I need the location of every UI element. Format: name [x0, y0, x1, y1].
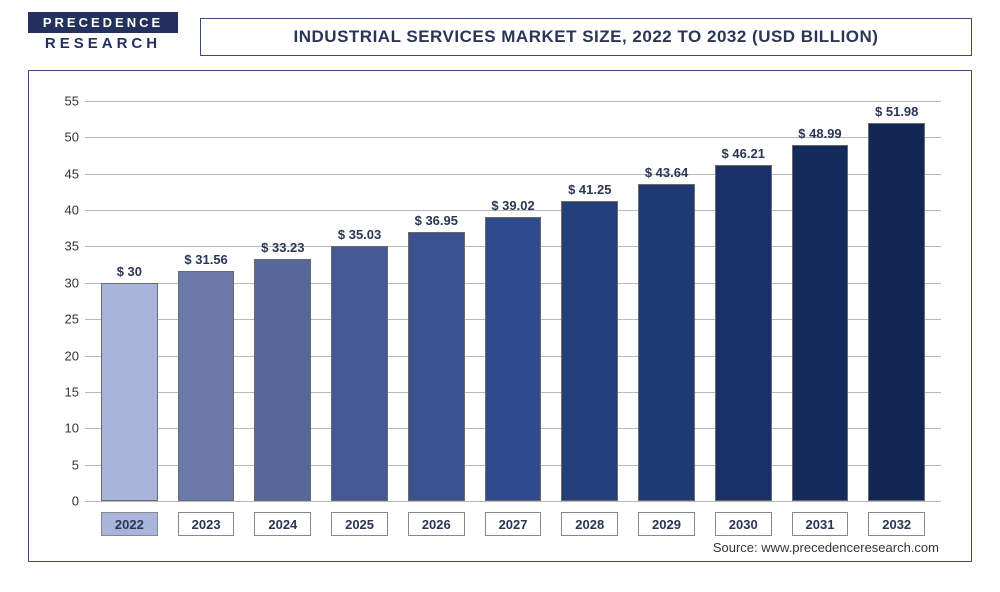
bar	[715, 165, 772, 501]
bar-wrap: $ 43.64	[628, 101, 705, 501]
bar-wrap: $ 48.99	[782, 101, 859, 501]
bar-value-label: $ 35.03	[321, 227, 398, 242]
bar-value-label: $ 39.02	[475, 198, 552, 213]
y-tick-label: 35	[51, 239, 79, 254]
x-tick-label: 2024	[254, 512, 311, 536]
x-cell: 2023	[168, 509, 245, 539]
y-tick-label: 45	[51, 166, 79, 181]
x-tick-label: 2027	[485, 512, 542, 536]
bar	[254, 259, 311, 501]
logo-bottom: RESEARCH	[28, 33, 178, 52]
bar-value-label: $ 33.23	[244, 240, 321, 255]
bar	[101, 283, 158, 501]
y-tick-label: 20	[51, 348, 79, 363]
x-tick-label: 2032	[868, 512, 925, 536]
x-cell: 2024	[244, 509, 321, 539]
x-tick-label: 2026	[408, 512, 465, 536]
bars-container: $ 30$ 31.56$ 33.23$ 35.03$ 36.95$ 39.02$…	[85, 101, 941, 501]
bar-value-label: $ 36.95	[398, 213, 475, 228]
page-root: PRECEDENCE RESEARCH INDUSTRIAL SERVICES …	[0, 0, 1000, 592]
x-tick-label: 2031	[792, 512, 849, 536]
y-tick-label: 55	[51, 94, 79, 109]
grid-line	[85, 501, 941, 502]
x-cell: 2030	[705, 509, 782, 539]
x-tick-label: 2030	[715, 512, 772, 536]
y-tick-label: 10	[51, 421, 79, 436]
x-tick-label: 2028	[561, 512, 618, 536]
x-cell: 2027	[475, 509, 552, 539]
x-cell: 2026	[398, 509, 475, 539]
y-tick-label: 15	[51, 384, 79, 399]
bar	[485, 217, 542, 501]
bar-wrap: $ 33.23	[244, 101, 321, 501]
x-cell: 2031	[782, 509, 859, 539]
x-cell: 2029	[628, 509, 705, 539]
x-cell: 2028	[551, 509, 628, 539]
chart-title: INDUSTRIAL SERVICES MARKET SIZE, 2022 TO…	[294, 27, 879, 47]
y-tick-label: 40	[51, 203, 79, 218]
bar-wrap: $ 30	[91, 101, 168, 501]
bar	[792, 145, 849, 501]
bar-value-label: $ 31.56	[168, 252, 245, 267]
bar-value-label: $ 30	[91, 264, 168, 279]
y-tick-label: 5	[51, 457, 79, 472]
bar-value-label: $ 51.98	[858, 104, 935, 119]
x-tick-label: 2023	[178, 512, 235, 536]
bar-wrap: $ 46.21	[705, 101, 782, 501]
x-tick-label: 2029	[638, 512, 695, 536]
x-axis: 2022 2023 2024 2025 2026 2027 2028 2029 2030 2031…	[85, 509, 941, 539]
bar-wrap: $ 41.25	[551, 101, 628, 501]
y-tick-label: 50	[51, 130, 79, 145]
source-text: Source: www.precedenceresearch.com	[713, 540, 939, 555]
bar	[638, 184, 695, 501]
plot-area: 0510152025303540455055$ 30$ 31.56$ 33.23…	[85, 101, 941, 501]
bar	[178, 271, 235, 501]
bar-value-label: $ 46.21	[705, 146, 782, 161]
bar-value-label: $ 48.99	[782, 126, 859, 141]
bar-wrap: $ 36.95	[398, 101, 475, 501]
logo-top: PRECEDENCE	[28, 12, 178, 33]
x-cell: 2032	[858, 509, 935, 539]
x-tick-label: 2025	[331, 512, 388, 536]
bar-wrap: $ 35.03	[321, 101, 398, 501]
y-tick-label: 25	[51, 312, 79, 327]
title-bar: INDUSTRIAL SERVICES MARKET SIZE, 2022 TO…	[200, 18, 972, 56]
bar-wrap: $ 39.02	[475, 101, 552, 501]
bar	[331, 246, 388, 501]
x-cell: 2025	[321, 509, 398, 539]
chart-frame: 0510152025303540455055$ 30$ 31.56$ 33.23…	[28, 70, 972, 562]
bar-value-label: $ 43.64	[628, 165, 705, 180]
bar-value-label: $ 41.25	[551, 182, 628, 197]
bar	[561, 201, 618, 501]
y-tick-label: 0	[51, 494, 79, 509]
x-tick-label: 2022	[101, 512, 158, 536]
bar	[408, 232, 465, 501]
bar	[868, 123, 925, 501]
logo: PRECEDENCE RESEARCH	[28, 12, 178, 52]
y-tick-label: 30	[51, 275, 79, 290]
x-cell: 2022	[91, 509, 168, 539]
bar-wrap: $ 51.98	[858, 101, 935, 501]
bar-wrap: $ 31.56	[168, 101, 245, 501]
